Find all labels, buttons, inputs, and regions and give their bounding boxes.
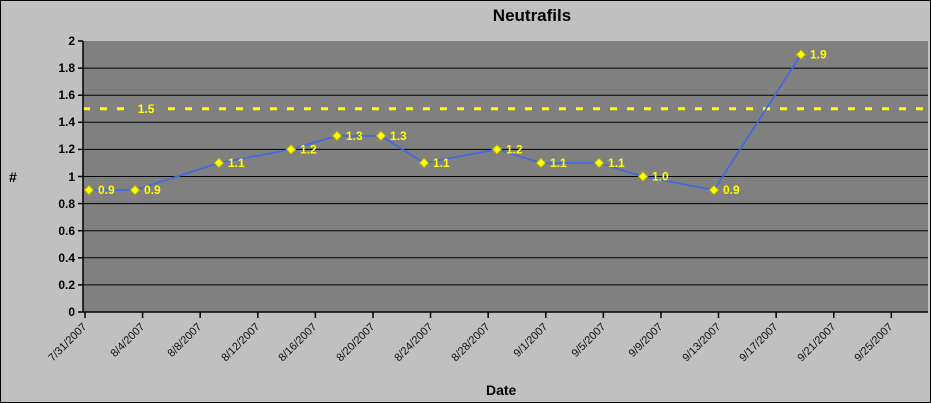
- data-point-label: 1.1: [608, 156, 625, 170]
- data-point-marker: [83, 184, 95, 196]
- data-point-marker: [708, 184, 720, 196]
- data-point-marker: [375, 130, 387, 142]
- data-point-label: 0.9: [723, 183, 740, 197]
- y-tick-label: 1.4: [58, 115, 75, 130]
- y-tick-label: 1.2: [58, 142, 75, 157]
- data-point-marker: [535, 157, 547, 169]
- data-point-label: 1.1: [550, 156, 567, 170]
- data-point-marker: [795, 49, 807, 60]
- data-point-marker: [491, 144, 503, 155]
- data-point-marker: [418, 157, 430, 169]
- data-point-marker: [285, 144, 297, 155]
- data-point-label: 1.2: [506, 142, 523, 156]
- y-tick-label: 2: [68, 34, 75, 48]
- chart-title: Neutrafils: [492, 6, 572, 25]
- data-point-marker: [213, 157, 225, 169]
- y-tick-label: 0.6: [58, 223, 75, 238]
- y-tick-label: 0.4: [58, 250, 75, 265]
- reference-line-label-bg: [130, 101, 163, 116]
- data-point-marker: [331, 130, 343, 142]
- data-point-label: 1.0: [652, 170, 669, 184]
- y-tick-label: 1.6: [58, 88, 75, 103]
- y-tick-label: 0: [68, 305, 75, 319]
- y-axis-title: #: [9, 169, 17, 185]
- y-tick-label: 0.8: [58, 196, 75, 211]
- y-tick-label: 1: [68, 169, 75, 184]
- data-point-label: 1.2: [300, 142, 317, 156]
- data-point-label: 0.9: [144, 183, 161, 197]
- y-tick-label: 0.2: [58, 277, 75, 292]
- x-axis-title: Date: [486, 382, 517, 398]
- data-point-label: 1.1: [433, 156, 450, 170]
- data-point-marker: [129, 184, 141, 196]
- data-point-marker: [637, 171, 649, 182]
- data-point-label: 1.9: [810, 48, 827, 62]
- data-point-label: 1.1: [228, 156, 245, 170]
- data-point-label: 1.3: [390, 129, 407, 143]
- data-point-label: 0.9: [98, 183, 115, 197]
- data-point-label: 1.3: [346, 129, 363, 143]
- reference-line-label: 1.5: [138, 102, 155, 116]
- y-tick-label: 1.8: [58, 61, 75, 76]
- data-point-marker: [593, 157, 605, 169]
